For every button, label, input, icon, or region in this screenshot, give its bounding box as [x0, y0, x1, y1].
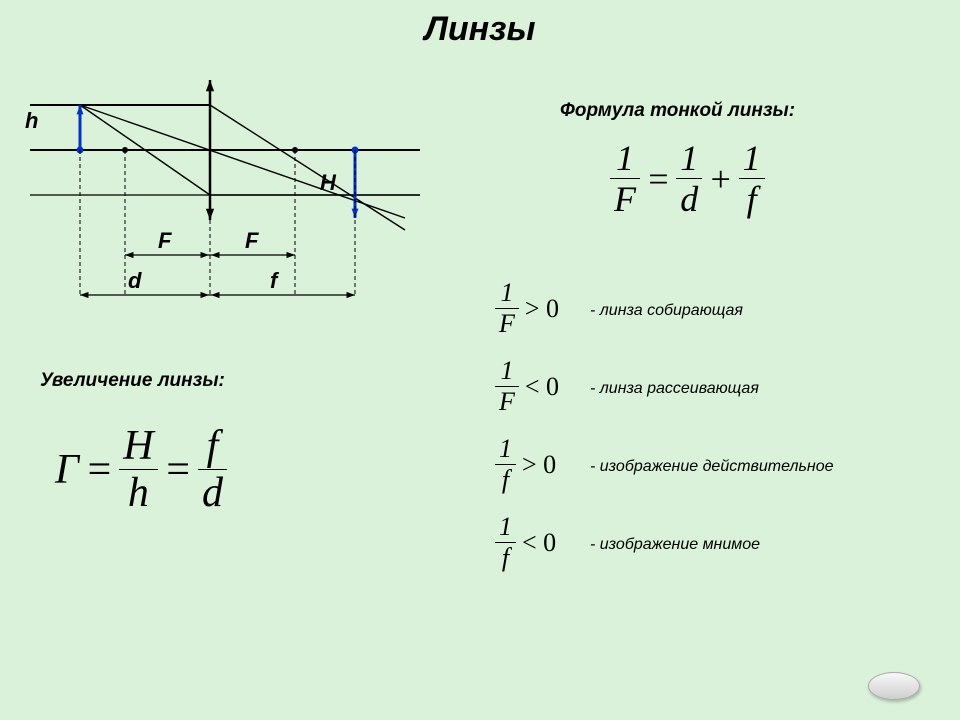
- subtitle-thin-lens: Формула тонкой линзы:: [560, 100, 795, 122]
- svg-text:H: H: [320, 170, 337, 195]
- svg-text:F: F: [245, 228, 259, 253]
- next-slide-button[interactable]: [868, 672, 920, 700]
- condition-text: - линза собирающая: [590, 302, 743, 320]
- condition-formula: 1f< 0: [495, 514, 556, 571]
- magnification-equation: Г = H h = f d: [55, 425, 227, 514]
- condition-formula: 1F< 0: [495, 358, 559, 415]
- condition-formula: 1f> 0: [495, 436, 556, 493]
- lens-ray-diagram: h H F Fd f: [10, 70, 450, 320]
- condition-text: - изображение действительное: [590, 458, 834, 476]
- condition-text: - линза рассеивающая: [590, 380, 759, 398]
- lens-svg: h H F Fd f: [10, 70, 450, 320]
- svg-text:d: d: [128, 268, 142, 293]
- thin-lens-equation: 1 F = 1 d + 1 f: [610, 140, 765, 217]
- svg-text:f: f: [270, 268, 280, 293]
- svg-text:h: h: [25, 108, 38, 133]
- subtitle-magnification: Увеличение линзы:: [40, 370, 225, 392]
- svg-text:F: F: [158, 228, 172, 253]
- page-title: Линзы: [0, 10, 960, 49]
- condition-formula: 1F> 0: [495, 280, 559, 337]
- condition-text: - изображение мнимое: [590, 536, 760, 554]
